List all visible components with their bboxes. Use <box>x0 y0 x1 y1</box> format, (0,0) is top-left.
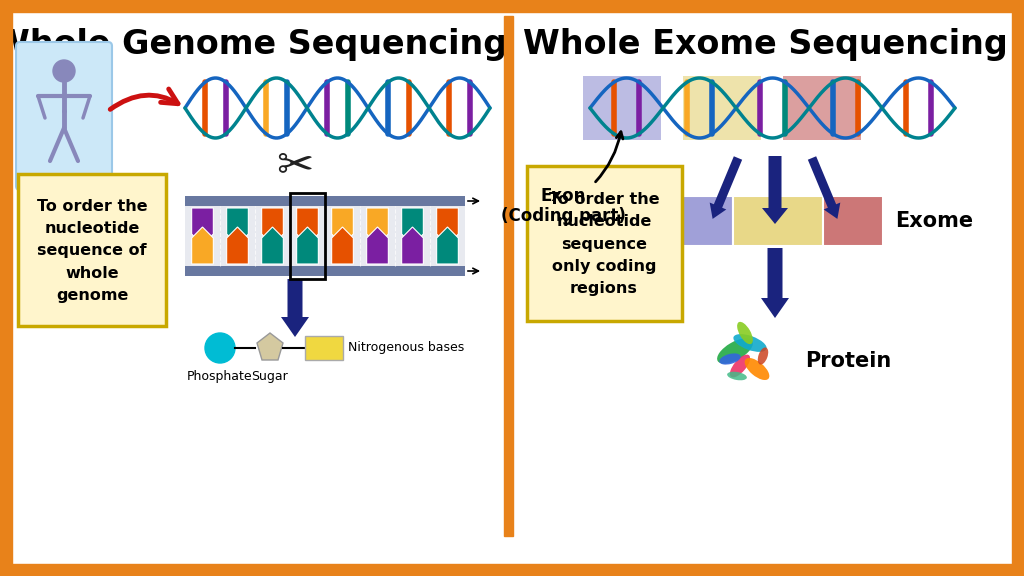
Ellipse shape <box>733 334 767 352</box>
FancyArrow shape <box>262 227 284 264</box>
Bar <box>0 0 12 576</box>
Bar <box>733 196 823 246</box>
Bar <box>583 76 662 140</box>
Ellipse shape <box>737 322 753 344</box>
FancyArrow shape <box>297 227 318 264</box>
FancyArrow shape <box>281 279 309 337</box>
FancyArrow shape <box>191 227 213 264</box>
FancyArrow shape <box>226 227 249 264</box>
FancyArrow shape <box>262 208 284 245</box>
Text: Exon
(Coding part): Exon (Coding part) <box>501 132 626 225</box>
FancyArrow shape <box>297 208 318 245</box>
Bar <box>185 266 465 276</box>
Bar <box>660 196 733 246</box>
Ellipse shape <box>719 354 740 365</box>
FancyBboxPatch shape <box>16 42 112 190</box>
Polygon shape <box>257 333 283 360</box>
Circle shape <box>205 333 234 363</box>
Bar <box>783 76 861 140</box>
Bar <box>185 196 465 206</box>
Text: Protein: Protein <box>805 351 891 371</box>
Ellipse shape <box>717 338 753 363</box>
Bar <box>185 206 465 266</box>
Text: Whole Exome Sequencing: Whole Exome Sequencing <box>522 28 1008 61</box>
FancyBboxPatch shape <box>18 174 166 326</box>
FancyArrow shape <box>710 156 742 219</box>
Bar <box>683 76 761 140</box>
FancyArrow shape <box>226 208 249 245</box>
FancyArrow shape <box>367 227 388 264</box>
FancyBboxPatch shape <box>527 166 682 321</box>
FancyArrow shape <box>401 227 423 264</box>
Bar <box>0 0 1024 12</box>
FancyArrow shape <box>762 156 788 224</box>
Bar <box>504 16 513 536</box>
FancyArrow shape <box>401 208 423 245</box>
Text: Phosphate: Phosphate <box>187 370 253 383</box>
Ellipse shape <box>758 347 768 365</box>
FancyArrow shape <box>332 208 353 245</box>
Bar <box>305 336 343 360</box>
FancyArrowPatch shape <box>111 89 178 109</box>
Ellipse shape <box>730 355 751 377</box>
Text: To order the
nucleotide
sequence
only coding
regions: To order the nucleotide sequence only co… <box>549 192 659 296</box>
Bar <box>823 196 883 246</box>
Text: Nitrogenous bases: Nitrogenous bases <box>348 342 464 354</box>
FancyArrow shape <box>761 248 790 318</box>
Bar <box>0 564 1024 576</box>
Text: Sugar: Sugar <box>252 370 289 383</box>
Text: Exome: Exome <box>895 211 973 231</box>
Bar <box>1012 0 1024 576</box>
Text: Whole Genome Sequencing: Whole Genome Sequencing <box>0 28 507 61</box>
Text: ✂: ✂ <box>276 145 313 188</box>
FancyArrow shape <box>436 227 459 264</box>
FancyArrow shape <box>191 208 213 245</box>
FancyArrow shape <box>332 227 353 264</box>
FancyArrow shape <box>808 156 841 219</box>
Ellipse shape <box>727 372 746 380</box>
FancyArrow shape <box>367 208 388 245</box>
Bar <box>290 193 325 279</box>
Text: To order the
nucleotide
sequence of
whole
genome: To order the nucleotide sequence of whol… <box>37 199 147 303</box>
FancyArrow shape <box>436 208 459 245</box>
Ellipse shape <box>744 358 769 380</box>
Circle shape <box>53 60 75 82</box>
